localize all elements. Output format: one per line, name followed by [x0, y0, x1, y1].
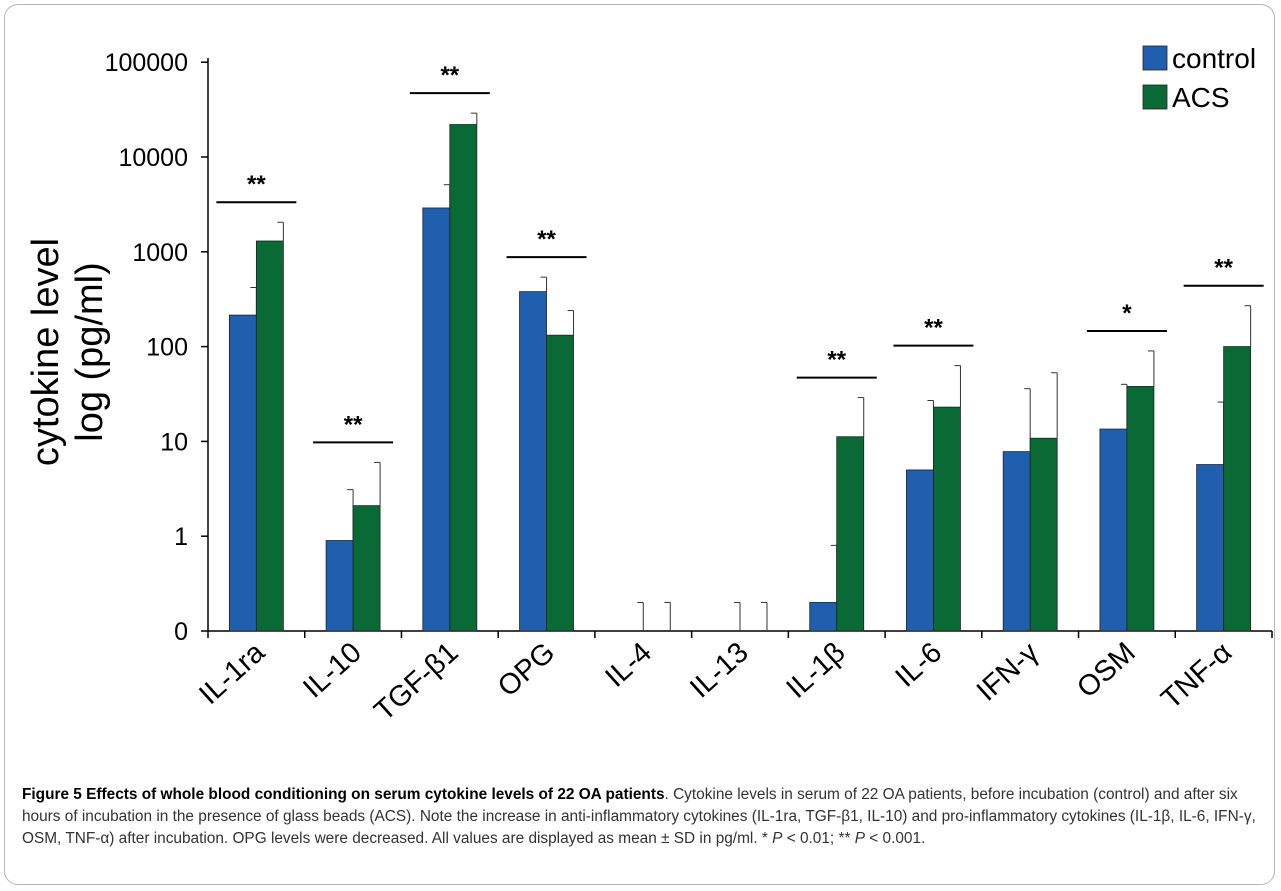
x-tick-label-ifn-gamma: IFN-γ: [971, 636, 1045, 708]
caption-p-symbol-1: P: [772, 830, 783, 847]
bar-control-ifn-gamma: [1002, 451, 1031, 632]
bar-chart: cytokine level log (pg/ml) 0 1 10 100 1000 100…: [25, 43, 1273, 727]
legend: control ACS: [1142, 43, 1256, 113]
caption-title: Figure 5 Effects of whole blood conditio…: [22, 786, 665, 803]
y-tick-label: 10000: [118, 144, 188, 172]
significance-label-tgf-beta1: **: [440, 62, 459, 89]
bar-control-il-6: [906, 469, 934, 632]
bar-control-opg: [519, 291, 547, 632]
x-tick-label-il-1ra: IL-1ra: [193, 636, 271, 711]
x-tick-label-opg: OPG: [492, 636, 561, 703]
significance-label-il-6: **: [924, 315, 943, 342]
bar-acs-osm: [1126, 386, 1155, 632]
x-tick-label-il-1beta: IL-1β: [780, 636, 851, 704]
y-tick-label: 0: [174, 618, 188, 646]
bars: [228, 112, 1252, 632]
bar-control-osm: [1099, 428, 1128, 632]
bar-control-il-10: [325, 540, 354, 632]
legend-label-control: control: [1172, 43, 1256, 74]
caption-body: . Cytokine levels in serum of 22 OA pati…: [22, 786, 1256, 847]
significance-markers: ***************: [216, 62, 1264, 444]
legend-swatch-acs: [1142, 84, 1168, 110]
bar-acs-tnf-alpha: [1223, 346, 1252, 632]
bar-acs-il-6: [933, 406, 961, 632]
bar-acs-tgf-beta1: [449, 124, 478, 632]
y-tick-label: 100: [146, 334, 188, 362]
x-tick-label-il-6: IL-6: [890, 636, 949, 693]
caption-p-text-1: < 0.01; **: [782, 830, 855, 847]
y-axis-label: cytokine level log (pg/ml): [25, 238, 111, 466]
x-tick-label-osm: OSM: [1071, 636, 1142, 704]
bar-acs-il-1ra: [255, 240, 284, 632]
x-tick-label-il-4: IL-4: [599, 636, 658, 693]
legend-label-acs: ACS: [1172, 82, 1230, 113]
y-axis-label-line: log (pg/ml): [69, 262, 111, 442]
bar-acs-il-1beta: [836, 436, 865, 632]
bar-control-il-1beta: [809, 602, 838, 632]
x-tick-label-il-13: IL-13: [684, 636, 755, 704]
x-tick-label-tgf-beta1: TGF-β1: [368, 636, 464, 727]
figure-caption: Figure 5 Effects of whole blood conditio…: [22, 784, 1260, 850]
significance-label-il-10: **: [344, 411, 363, 438]
y-tick-label: 1: [174, 523, 188, 551]
y-tick-label: 10: [160, 428, 188, 456]
caption-p-text-2: < 0.001.: [865, 830, 926, 847]
caption-p-symbol-2: P: [854, 830, 865, 847]
significance-label-il-1ra: **: [247, 171, 266, 198]
y-tick-label: 100000: [105, 49, 188, 77]
bar-control-il-1ra: [228, 314, 257, 632]
significance-label-il-1beta: **: [827, 347, 846, 374]
y-axis-label-line: cytokine level: [25, 238, 67, 466]
significance-label-tnf-alpha: **: [1214, 255, 1233, 282]
bar-acs-ifn-gamma: [1029, 437, 1058, 632]
significance-label-osm: *: [1122, 300, 1132, 327]
bar-acs-opg: [546, 334, 574, 632]
significance-label-opg: **: [537, 226, 556, 253]
y-tick-label: 1000: [132, 239, 188, 267]
x-tick-label-tnf-alpha: TNF-α: [1155, 636, 1238, 715]
y-axis: 0 1 10 100 1000 10000 100000: [105, 49, 209, 646]
bar-control-tnf-alpha: [1196, 464, 1225, 632]
x-axis: IL-1ra IL-10 TGF-β1 OPG IL-4 IL-13 IL-1β IL-6 IF…: [193, 630, 1273, 727]
bar-acs-il-10: [352, 505, 381, 632]
x-tick-label-il-10: IL-10: [297, 636, 368, 704]
legend-swatch-control: [1142, 45, 1168, 71]
figure-frame: [4, 4, 1275, 885]
bar-control-tgf-beta1: [422, 207, 451, 632]
